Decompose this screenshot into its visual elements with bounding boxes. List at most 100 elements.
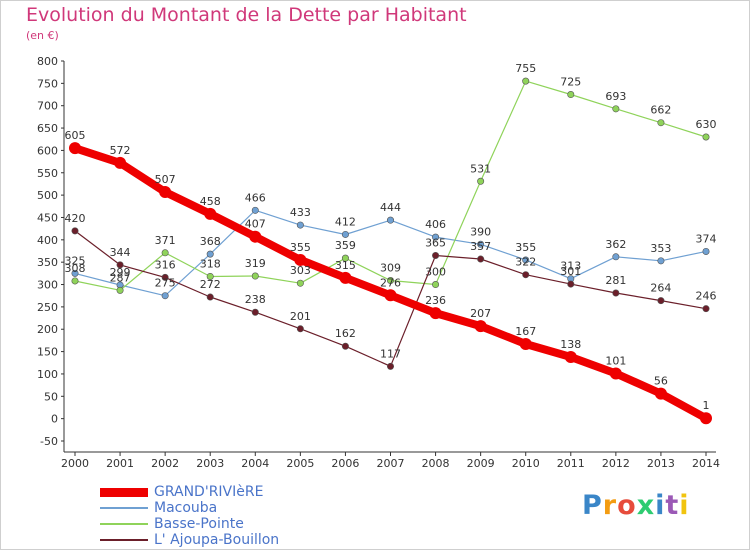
- data-label: 309: [380, 262, 401, 275]
- y-tick-label: 150: [37, 346, 58, 359]
- data-point: [477, 177, 485, 185]
- data-label: 246: [696, 290, 717, 303]
- y-tick-label: 700: [37, 100, 58, 113]
- x-tick-label: 2012: [602, 457, 630, 470]
- data-point: [702, 305, 710, 313]
- y-tick-label: 100: [37, 368, 58, 381]
- data-point: [384, 289, 397, 302]
- data-label: 355: [290, 241, 311, 254]
- data-point: [386, 216, 394, 224]
- data-point: [567, 280, 575, 288]
- y-tick-label: 500: [37, 189, 58, 202]
- data-point: [432, 233, 440, 241]
- y-tick-label: 250: [37, 301, 58, 314]
- data-point: [702, 247, 710, 255]
- data-label: 507: [155, 173, 176, 186]
- data-label: 755: [515, 62, 536, 75]
- data-label: 371: [155, 234, 176, 247]
- y-tick-label: 50: [44, 390, 58, 403]
- data-label: 466: [245, 191, 266, 204]
- data-point: [161, 273, 169, 281]
- data-label: 725: [560, 76, 581, 89]
- data-label: 162: [335, 327, 356, 340]
- data-label: 531: [470, 162, 491, 175]
- data-label: 101: [605, 354, 626, 367]
- x-tick-label: 2003: [196, 457, 224, 470]
- data-point: [477, 240, 485, 248]
- data-point: [567, 91, 575, 99]
- data-label: 605: [65, 129, 86, 142]
- data-label: 238: [245, 293, 266, 306]
- logo-letter: i: [679, 490, 690, 521]
- data-point: [114, 156, 127, 169]
- y-tick-label: 350: [37, 256, 58, 269]
- data-label: 117: [380, 347, 401, 360]
- y-tick-label: 400: [37, 234, 58, 247]
- data-point: [657, 297, 665, 305]
- data-point: [386, 362, 394, 370]
- data-point: [71, 277, 79, 285]
- data-label: 313: [560, 260, 581, 273]
- data-point: [296, 279, 304, 287]
- x-tick-label: 2010: [512, 457, 540, 470]
- data-point: [251, 308, 259, 316]
- data-point: [612, 105, 620, 113]
- data-label: 662: [650, 104, 671, 117]
- legend-label: L' Ajoupa-Bouillon: [154, 532, 280, 548]
- data-point: [161, 249, 169, 257]
- y-tick-label: 550: [37, 167, 58, 180]
- data-label: 281: [605, 274, 626, 287]
- data-point: [522, 271, 530, 279]
- x-tick-label: 2005: [286, 457, 314, 470]
- data-point: [432, 251, 440, 259]
- legend-swatch: [100, 539, 148, 541]
- x-tick-label: 2014: [692, 457, 720, 470]
- data-point: [251, 206, 259, 214]
- data-point: [251, 272, 259, 280]
- data-point: [564, 350, 577, 363]
- y-tick-label: 450: [37, 211, 58, 224]
- legend-label: Macouba: [154, 500, 218, 516]
- data-point: [341, 230, 349, 238]
- logo-letter: x: [636, 490, 656, 521]
- data-label: 359: [335, 239, 356, 252]
- data-label: 357: [470, 240, 491, 253]
- data-point: [339, 271, 352, 284]
- data-point: [386, 277, 394, 285]
- data-label: 201: [290, 310, 311, 323]
- data-point: [116, 286, 124, 294]
- data-point: [159, 185, 172, 198]
- y-tick-label: 800: [37, 55, 58, 68]
- data-label: 300: [425, 266, 446, 279]
- data-label: 325: [65, 254, 86, 267]
- y-axis-unit-label: (en €): [26, 29, 59, 42]
- data-point: [474, 320, 487, 333]
- logo-letter: P: [582, 490, 603, 521]
- data-label: 318: [200, 257, 221, 270]
- data-label: 315: [335, 259, 356, 272]
- data-point: [206, 272, 214, 280]
- data-label: 138: [560, 338, 581, 351]
- data-label: 572: [110, 144, 131, 157]
- data-point: [294, 253, 307, 266]
- data-label: 319: [245, 257, 266, 270]
- legend-label: Basse-Pointe: [154, 516, 244, 532]
- data-label: 353: [650, 242, 671, 255]
- data-label: 365: [425, 236, 446, 249]
- data-label: 272: [200, 278, 221, 291]
- x-tick-label: 2007: [377, 457, 405, 470]
- data-point: [657, 257, 665, 265]
- data-point: [71, 269, 79, 277]
- data-label: 406: [425, 218, 446, 231]
- data-point: [432, 281, 440, 289]
- data-point: [654, 387, 667, 400]
- data-label: 264: [650, 282, 671, 295]
- data-label: 276: [380, 276, 401, 289]
- data-label: 693: [605, 90, 626, 103]
- data-label: 299: [110, 266, 131, 279]
- data-label: 433: [290, 206, 311, 219]
- x-tick-label: 2000: [61, 457, 89, 470]
- data-label: 407: [245, 218, 266, 231]
- data-point: [700, 412, 712, 425]
